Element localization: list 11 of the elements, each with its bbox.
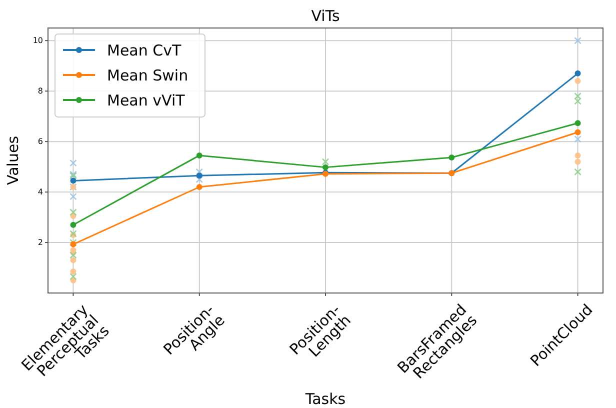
chart-title: ViTs: [311, 7, 340, 25]
legend-label: Mean Swin: [107, 66, 188, 84]
x-axis-title: Tasks: [304, 390, 346, 408]
y-tick-label: 6: [38, 137, 43, 146]
legend-label: Mean vViT: [107, 91, 186, 110]
y-axis-title: Values: [4, 136, 22, 186]
legend-label: Mean CvT: [107, 41, 182, 60]
y-tick-label: 8: [38, 86, 43, 96]
y-tick-label: 4: [38, 188, 43, 197]
y-tick-label: 2: [38, 238, 43, 248]
y-tick-label: 10: [32, 36, 43, 46]
